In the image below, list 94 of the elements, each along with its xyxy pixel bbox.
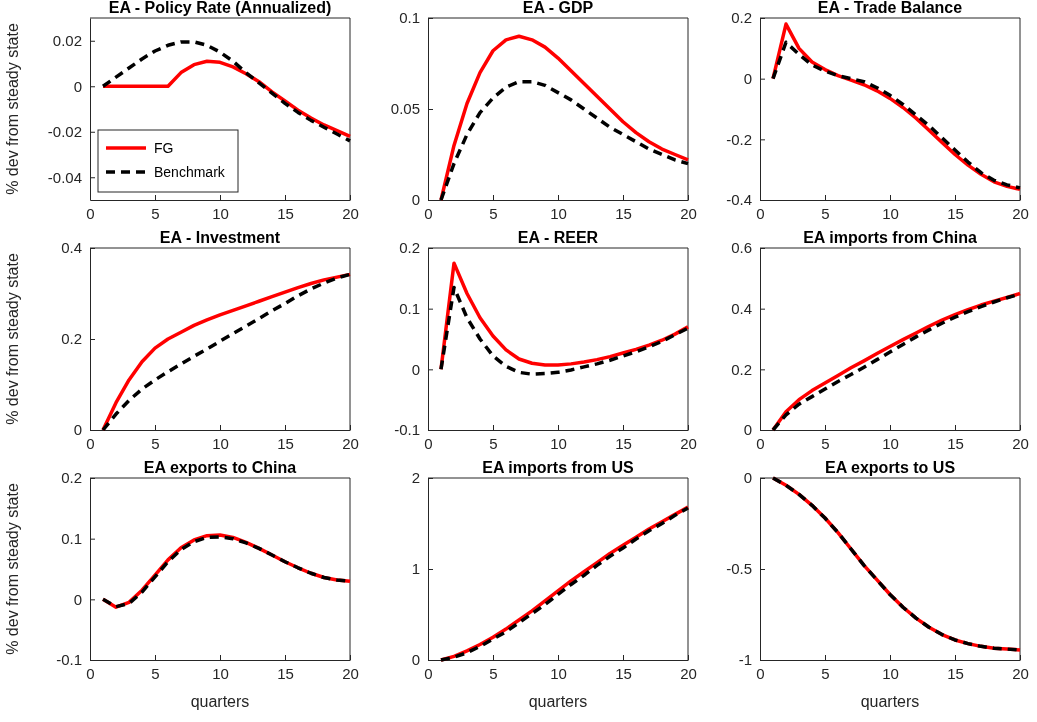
y-tick-label: 0.4 [61, 239, 82, 257]
chart-title: EA exports to US [824, 459, 956, 476]
legend-label: Benchmark [154, 164, 226, 180]
y-tick-label: 0 [743, 421, 752, 439]
x-tick-label: 10 [212, 434, 229, 452]
x-tick-label: 0 [756, 204, 765, 222]
x-tick-label: 5 [151, 434, 160, 452]
x-tick-label: 15 [947, 434, 964, 452]
x-tick-label: 15 [947, 664, 964, 682]
x-tick-label: 5 [151, 204, 160, 222]
x-tick-label: 0 [86, 204, 95, 222]
y-tick-label: 0 [73, 590, 82, 608]
y-tick-label: 0.2 [61, 469, 82, 487]
chart-title: EA - REER [517, 229, 599, 246]
x-tick-label: 20 [680, 434, 697, 452]
x-tick-label: 10 [212, 664, 229, 682]
y-tick-label: -0.1 [394, 421, 420, 439]
x-tick-label: 20 [1012, 434, 1029, 452]
x-tick-label: 10 [212, 204, 229, 222]
y-tick-label: -0.1 [56, 651, 82, 669]
x-tick-label: 15 [277, 664, 294, 682]
x-tick-label: 20 [1012, 204, 1029, 222]
x-tick-label: 20 [1012, 664, 1029, 682]
y-tick-label: -1 [738, 651, 752, 669]
y-tick-label: 0 [73, 421, 82, 439]
x-tick-label: 15 [615, 204, 632, 222]
y-tick-label: 0.1 [399, 9, 420, 27]
chart-title: EA - Trade Balance [817, 0, 963, 16]
x-tick-label: 10 [550, 434, 567, 452]
x-tick-label: 15 [277, 434, 294, 452]
x-tick-label: 10 [882, 664, 899, 682]
legend-label: FG [154, 140, 174, 156]
y-tick-label: 0.4 [731, 299, 752, 317]
x-tick-label: 10 [550, 664, 567, 682]
x-tick-label: 0 [86, 664, 95, 682]
y-axis-title: % dev from steady state [4, 23, 21, 195]
x-tick-label: 10 [882, 434, 899, 452]
x-tick-label: 0 [424, 204, 433, 222]
y-tick-label: 2 [411, 469, 420, 487]
x-tick-label: 10 [882, 204, 899, 222]
x-tick-label: 20 [342, 664, 359, 682]
y-tick-label: 0.1 [399, 299, 420, 317]
y-tick-label: 0.2 [731, 360, 752, 378]
x-tick-label: 20 [342, 434, 359, 452]
x-tick-label: 0 [756, 434, 765, 452]
chart-title: EA - GDP [522, 0, 594, 16]
x-tick-label: 0 [424, 434, 433, 452]
y-tick-label: 0.05 [390, 100, 420, 118]
chart-title: EA - Policy Rate (Annualized) [108, 0, 332, 16]
chart-title: EA exports to China [143, 459, 297, 476]
y-axis-title: % dev from steady state [4, 253, 21, 425]
y-tick-label: 0.2 [61, 330, 82, 348]
x-tick-label: 5 [821, 434, 830, 452]
chart-title: EA - Investment [159, 229, 281, 246]
x-tick-label: 5 [821, 204, 830, 222]
x-tick-label: 0 [86, 434, 95, 452]
x-axis-title: quarters [860, 693, 920, 710]
y-tick-label: 0 [411, 191, 420, 209]
y-tick-label: -0.4 [726, 191, 752, 209]
y-tick-label: 0.1 [61, 529, 82, 547]
chart-title: EA imports from China [803, 229, 977, 246]
y-tick-label: 0 [411, 360, 420, 378]
x-tick-label: 5 [821, 664, 830, 682]
x-axis-title: quarters [190, 693, 250, 710]
y-tick-label: -0.02 [47, 123, 82, 141]
x-tick-label: 20 [680, 664, 697, 682]
x-axis-title: quarters [528, 693, 588, 710]
x-tick-label: 20 [342, 204, 359, 222]
x-tick-label: 10 [550, 204, 567, 222]
x-tick-label: 5 [489, 204, 498, 222]
y-tick-label: 0.6 [731, 239, 752, 257]
y-tick-label: 0.02 [52, 32, 82, 50]
y-tick-label: -0.5 [726, 560, 752, 578]
chart-title: EA imports from US [482, 459, 635, 476]
y-tick-label: 0 [743, 69, 752, 87]
x-tick-label: 20 [680, 204, 697, 222]
x-tick-label: 15 [615, 434, 632, 452]
x-tick-label: 0 [756, 664, 765, 682]
x-tick-label: 5 [489, 434, 498, 452]
y-tick-label: 0.2 [399, 239, 420, 257]
y-axis-title: % dev from steady state [4, 483, 21, 655]
x-tick-label: 15 [615, 664, 632, 682]
x-tick-label: 5 [151, 664, 160, 682]
x-tick-label: 5 [489, 664, 498, 682]
y-tick-label: 0.2 [731, 9, 752, 27]
y-tick-label: 1 [411, 560, 420, 578]
x-tick-label: 15 [277, 204, 294, 222]
y-tick-label: 0 [73, 77, 82, 95]
y-tick-label: -0.04 [47, 168, 82, 186]
x-tick-label: 0 [424, 664, 433, 682]
y-tick-label: 0 [743, 469, 752, 487]
x-tick-label: 15 [947, 204, 964, 222]
y-tick-label: 0 [411, 651, 420, 669]
y-tick-label: -0.2 [726, 130, 752, 148]
